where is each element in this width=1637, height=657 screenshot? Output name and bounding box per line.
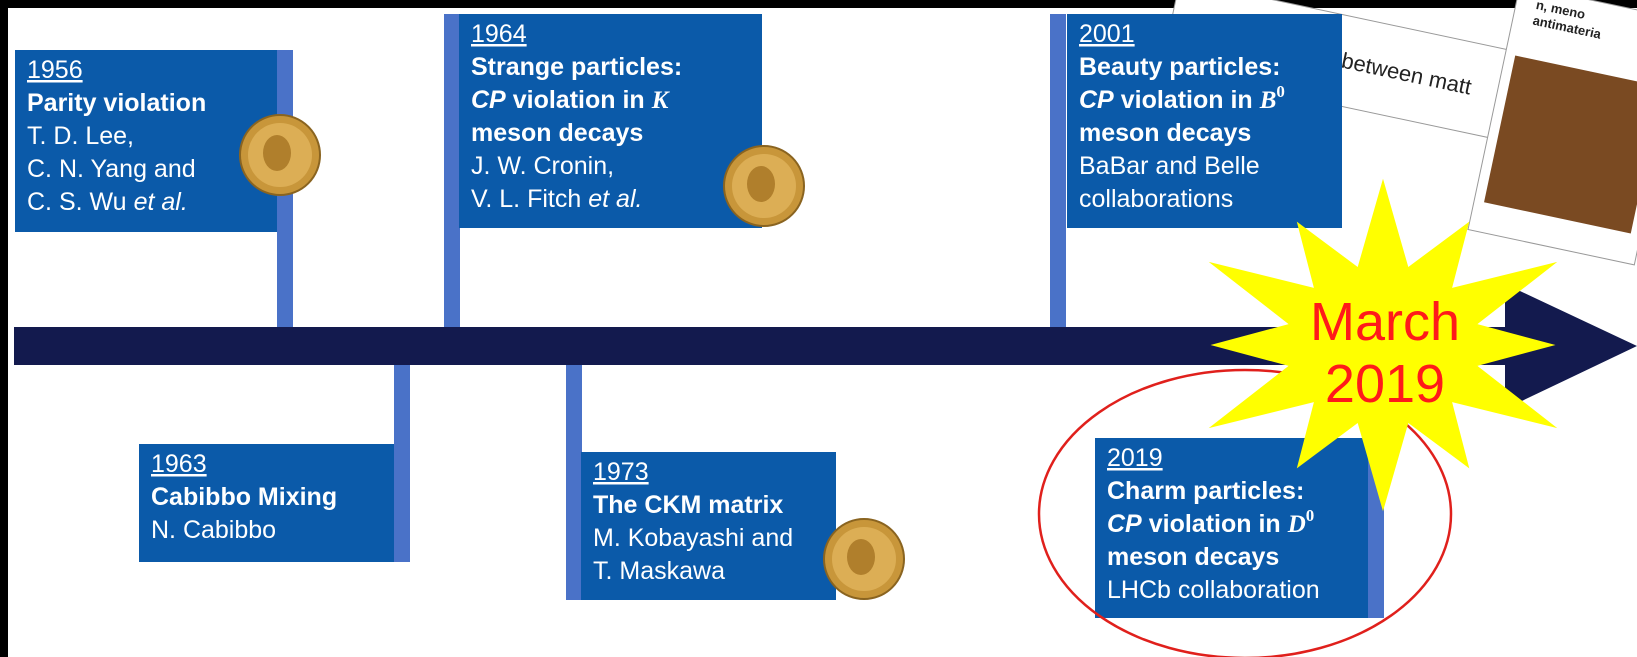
text-run: et al. bbox=[134, 188, 188, 216]
text-run: 0 bbox=[1306, 506, 1315, 525]
event-title: meson decays bbox=[1107, 543, 1279, 571]
nobel-medal-portrait bbox=[747, 166, 775, 202]
text-run: BaBar and Belle bbox=[1079, 152, 1260, 180]
text-run: collaborations bbox=[1079, 185, 1233, 213]
event-title: Strange particles: bbox=[471, 53, 682, 81]
text-run: Cabibbo Mixing bbox=[151, 483, 337, 511]
event-title: Cabibbo Mixing bbox=[151, 483, 337, 511]
event-detail: N. Cabibbo bbox=[151, 516, 276, 544]
text-run: D bbox=[1287, 511, 1306, 538]
text-run: violation in bbox=[513, 86, 645, 114]
connector-bar bbox=[444, 14, 460, 327]
text-run: T. D. Lee, bbox=[27, 122, 134, 150]
connector-bar bbox=[1050, 14, 1066, 327]
event-year: 1973 bbox=[593, 458, 649, 486]
highlight-text: 2019 bbox=[1325, 354, 1445, 414]
event-detail: J. W. Cronin, bbox=[471, 152, 614, 180]
text-run: LHCb collaboration bbox=[1107, 576, 1320, 604]
event-title: Charm particles: bbox=[1107, 477, 1304, 505]
text-run: CP bbox=[471, 86, 506, 114]
event-detail: M. Kobayashi and bbox=[593, 524, 793, 552]
text-run: Parity violation bbox=[27, 89, 206, 117]
event-detail: collaborations bbox=[1079, 185, 1233, 213]
event-title: meson decays bbox=[471, 119, 643, 147]
text-run: CP bbox=[1079, 86, 1114, 114]
text-run: meson decays bbox=[1107, 543, 1279, 571]
text-run: K bbox=[651, 87, 671, 114]
event-detail: T. D. Lee, bbox=[27, 122, 134, 150]
text-run: Strange particles: bbox=[471, 53, 682, 81]
event-title: Parity violation bbox=[27, 89, 206, 117]
text-run: T. Maskawa bbox=[593, 557, 725, 585]
text-run: C. N. Yang and bbox=[27, 155, 196, 183]
event-title: Beauty particles: bbox=[1079, 53, 1280, 81]
nobel-medal-portrait bbox=[847, 539, 875, 575]
text-run: V. L. Fitch bbox=[471, 185, 581, 213]
event-title: meson decays bbox=[1079, 119, 1251, 147]
event-year: 2001 bbox=[1079, 20, 1135, 48]
connector-bar bbox=[566, 365, 582, 600]
event-year: 2019 bbox=[1107, 444, 1163, 472]
highlight-text: March bbox=[1310, 292, 1460, 352]
text-run: violation in bbox=[1149, 510, 1281, 538]
event-title: The CKM matrix bbox=[593, 491, 783, 519]
text-run: Beauty particles: bbox=[1079, 53, 1280, 81]
event-detail: LHCb collaboration bbox=[1107, 576, 1320, 604]
text-run: violation in bbox=[1121, 86, 1253, 114]
text-run: CP bbox=[1107, 510, 1142, 538]
timeline-slide: between matt n, meno antimateria 1956Par… bbox=[0, 0, 1637, 657]
text-run: The CKM matrix bbox=[593, 491, 783, 519]
event-year: 1964 bbox=[471, 20, 527, 48]
text-run: et al. bbox=[588, 185, 642, 213]
event-year: 1963 bbox=[151, 450, 207, 478]
text-run: C. S. Wu bbox=[27, 188, 127, 216]
nobel-medal-portrait bbox=[263, 135, 291, 171]
event-detail: C. N. Yang and bbox=[27, 155, 196, 183]
text-run: B bbox=[1259, 87, 1277, 114]
text-run: N. Cabibbo bbox=[151, 516, 276, 544]
text-run: 0 bbox=[1276, 82, 1285, 101]
text-run: J. W. Cronin, bbox=[471, 152, 614, 180]
event-detail: BaBar and Belle bbox=[1079, 152, 1260, 180]
event-year: 1956 bbox=[27, 56, 83, 84]
connector-bar bbox=[394, 365, 410, 562]
text-run: meson decays bbox=[471, 119, 643, 147]
text-run: M. Kobayashi and bbox=[593, 524, 793, 552]
text-run: meson decays bbox=[1079, 119, 1251, 147]
event-detail: T. Maskawa bbox=[593, 557, 725, 585]
text-run: Charm particles: bbox=[1107, 477, 1304, 505]
